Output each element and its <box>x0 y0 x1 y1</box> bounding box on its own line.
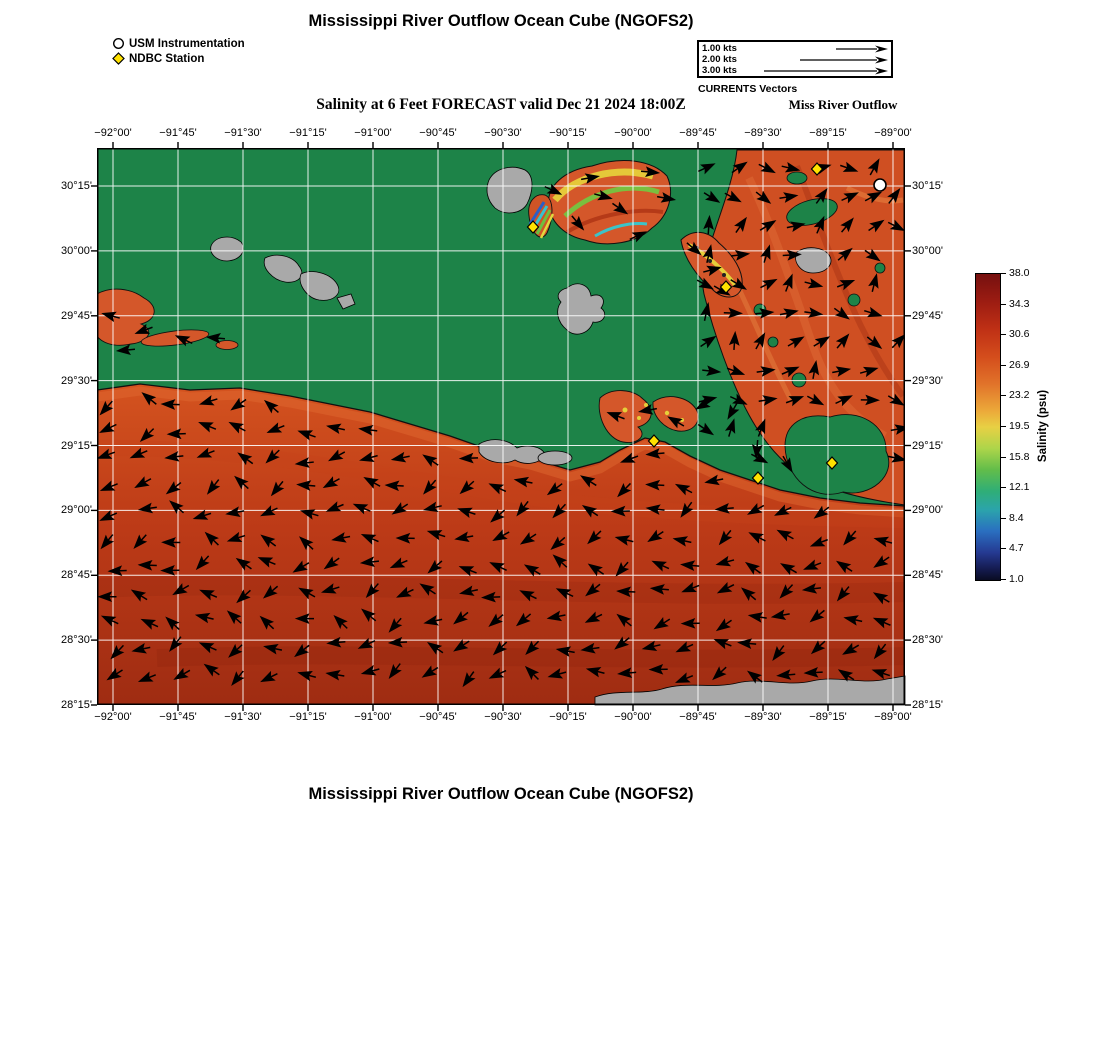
currents-speed-label: 3.00 kts <box>702 65 737 76</box>
x-tick-label: −91°30' <box>224 711 262 723</box>
x-tick-label: −90°30' <box>484 711 522 723</box>
x-tick-label: −90°30' <box>484 127 522 139</box>
x-tick-label: −92°00' <box>94 127 132 139</box>
x-tick-label: −89°15' <box>809 711 847 723</box>
y-tick-label: 28°45' <box>61 569 92 581</box>
colorbar-tick-label: 12.1 <box>999 481 1030 493</box>
y-tick-label: 29°45' <box>61 310 92 322</box>
ndbc-station-marker <box>751 471 765 485</box>
x-tick-label: −90°00' <box>614 711 652 723</box>
x-tick-label: −90°45' <box>419 711 457 723</box>
x-tick-label: −90°00' <box>614 127 652 139</box>
x-tick-label: −90°15' <box>549 711 587 723</box>
colorbar-tick-label: 4.7 <box>1000 542 1024 554</box>
y-tick-label: 29°15' <box>912 440 943 452</box>
current-arrow-icon <box>800 56 888 63</box>
ndbc-diamond-icon <box>112 52 125 65</box>
currents-speed-label: 1.00 kts <box>702 43 737 54</box>
x-tick-label: −92°00' <box>94 711 132 723</box>
x-tick-label: −89°15' <box>809 127 847 139</box>
x-tick-label: −91°30' <box>224 127 262 139</box>
x-tick-label: −89°45' <box>679 127 717 139</box>
usm-station-marker <box>873 178 887 192</box>
x-tick-label: −90°15' <box>549 127 587 139</box>
y-tick-label: 29°00' <box>912 504 943 516</box>
x-tick-label: −89°30' <box>744 127 782 139</box>
colorbar-tick-label: 30.6 <box>999 328 1030 340</box>
usm-circle-icon <box>112 37 125 50</box>
x-tick-label: −89°00' <box>874 127 912 139</box>
y-tick-label: 29°45' <box>912 310 943 322</box>
y-tick-label: 29°00' <box>61 504 92 516</box>
region-label: Miss River Outflow <box>788 97 898 112</box>
y-tick-label: 29°30' <box>912 375 943 387</box>
colorbar-tick-label: 23.2 <box>999 389 1030 401</box>
marker-legend: USM Instrumentation NDBC Station <box>112 36 245 66</box>
colorbar-tick-label: 34.3 <box>999 298 1030 310</box>
colorbar-gradient <box>975 273 1001 581</box>
y-tick-label: 30°00' <box>61 245 92 257</box>
colorbar: 38.0 34.3 30.6 26.9 23.2 19.5 15.8 12.1 … <box>975 267 1055 585</box>
ndbc-station-marker <box>825 456 839 470</box>
page-title: Mississippi River Outflow Ocean Cube (NG… <box>308 12 694 30</box>
currents-legend-title: CURRENTS Vectors <box>698 83 798 95</box>
colorbar-tick-label: 26.9 <box>999 359 1030 371</box>
colorbar-tick-label: 8.4 <box>1000 512 1024 524</box>
currents-legend-row: 1.00 kts <box>702 43 888 54</box>
map-subtitle: Salinity at 6 Feet FORECAST valid Dec 21… <box>316 96 686 113</box>
current-arrow-icon <box>836 45 888 52</box>
frame-tick-marks <box>91 142 911 711</box>
x-tick-label: −91°45' <box>159 711 197 723</box>
y-tick-label: 28°30' <box>61 634 92 646</box>
x-tick-label: −89°30' <box>744 711 782 723</box>
y-tick-label: 28°15' <box>912 699 943 711</box>
x-tick-label: −91°00' <box>354 711 392 723</box>
y-tick-label: 28°15' <box>61 699 92 711</box>
ndbc-station-marker <box>526 220 540 234</box>
currents-legend-box: 1.00 kts 2.00 kts 3.00 kts <box>697 40 893 78</box>
x-tick-label: −89°00' <box>874 711 912 723</box>
grid-layer <box>97 148 905 705</box>
ndbc-station-marker <box>647 434 661 448</box>
y-tick-label: 30°15' <box>912 180 943 192</box>
ndbc-station-marker <box>719 280 733 294</box>
x-tick-label: −91°15' <box>289 127 327 139</box>
colorbar-axis-label: Salinity (psu) <box>1037 389 1049 463</box>
map-frame-border <box>97 148 905 705</box>
map <box>91 142 911 711</box>
bottom-title: Mississippi River Outflow Ocean Cube (NG… <box>308 785 694 803</box>
y-tick-label: 28°30' <box>912 634 943 646</box>
current-arrow-icon <box>764 67 888 74</box>
y-tick-label: 30°15' <box>61 180 92 192</box>
x-tick-label: −91°15' <box>289 711 327 723</box>
stations-layer <box>526 162 887 485</box>
ndbc-station-marker <box>810 162 824 176</box>
y-tick-label: 29°15' <box>61 440 92 452</box>
colorbar-tick-label: 19.5 <box>999 420 1030 432</box>
y-tick-label: 28°45' <box>912 569 943 581</box>
x-tick-label: −89°45' <box>679 711 717 723</box>
y-tick-label: 29°30' <box>61 375 92 387</box>
colorbar-tick-label: 15.8 <box>999 451 1030 463</box>
map-canvas <box>91 142 911 711</box>
usm-legend-row: USM Instrumentation <box>112 36 245 51</box>
colorbar-tick-label: 38.0 <box>999 267 1030 279</box>
x-tick-label: −90°45' <box>419 127 457 139</box>
currents-speed-label: 2.00 kts <box>702 54 737 65</box>
currents-legend-row: 2.00 kts <box>702 54 888 65</box>
currents-legend-row: 3.00 kts <box>702 65 888 76</box>
usm-legend-label: USM Instrumentation <box>129 37 245 50</box>
x-tick-label: −91°00' <box>354 127 392 139</box>
colorbar-tick-label: 1.0 <box>1000 573 1024 585</box>
x-tick-label: −91°45' <box>159 127 197 139</box>
y-tick-label: 30°00' <box>912 245 943 257</box>
ndbc-legend-label: NDBC Station <box>129 52 205 65</box>
current-arrows-layer <box>97 158 905 688</box>
ndbc-legend-row: NDBC Station <box>112 51 245 66</box>
